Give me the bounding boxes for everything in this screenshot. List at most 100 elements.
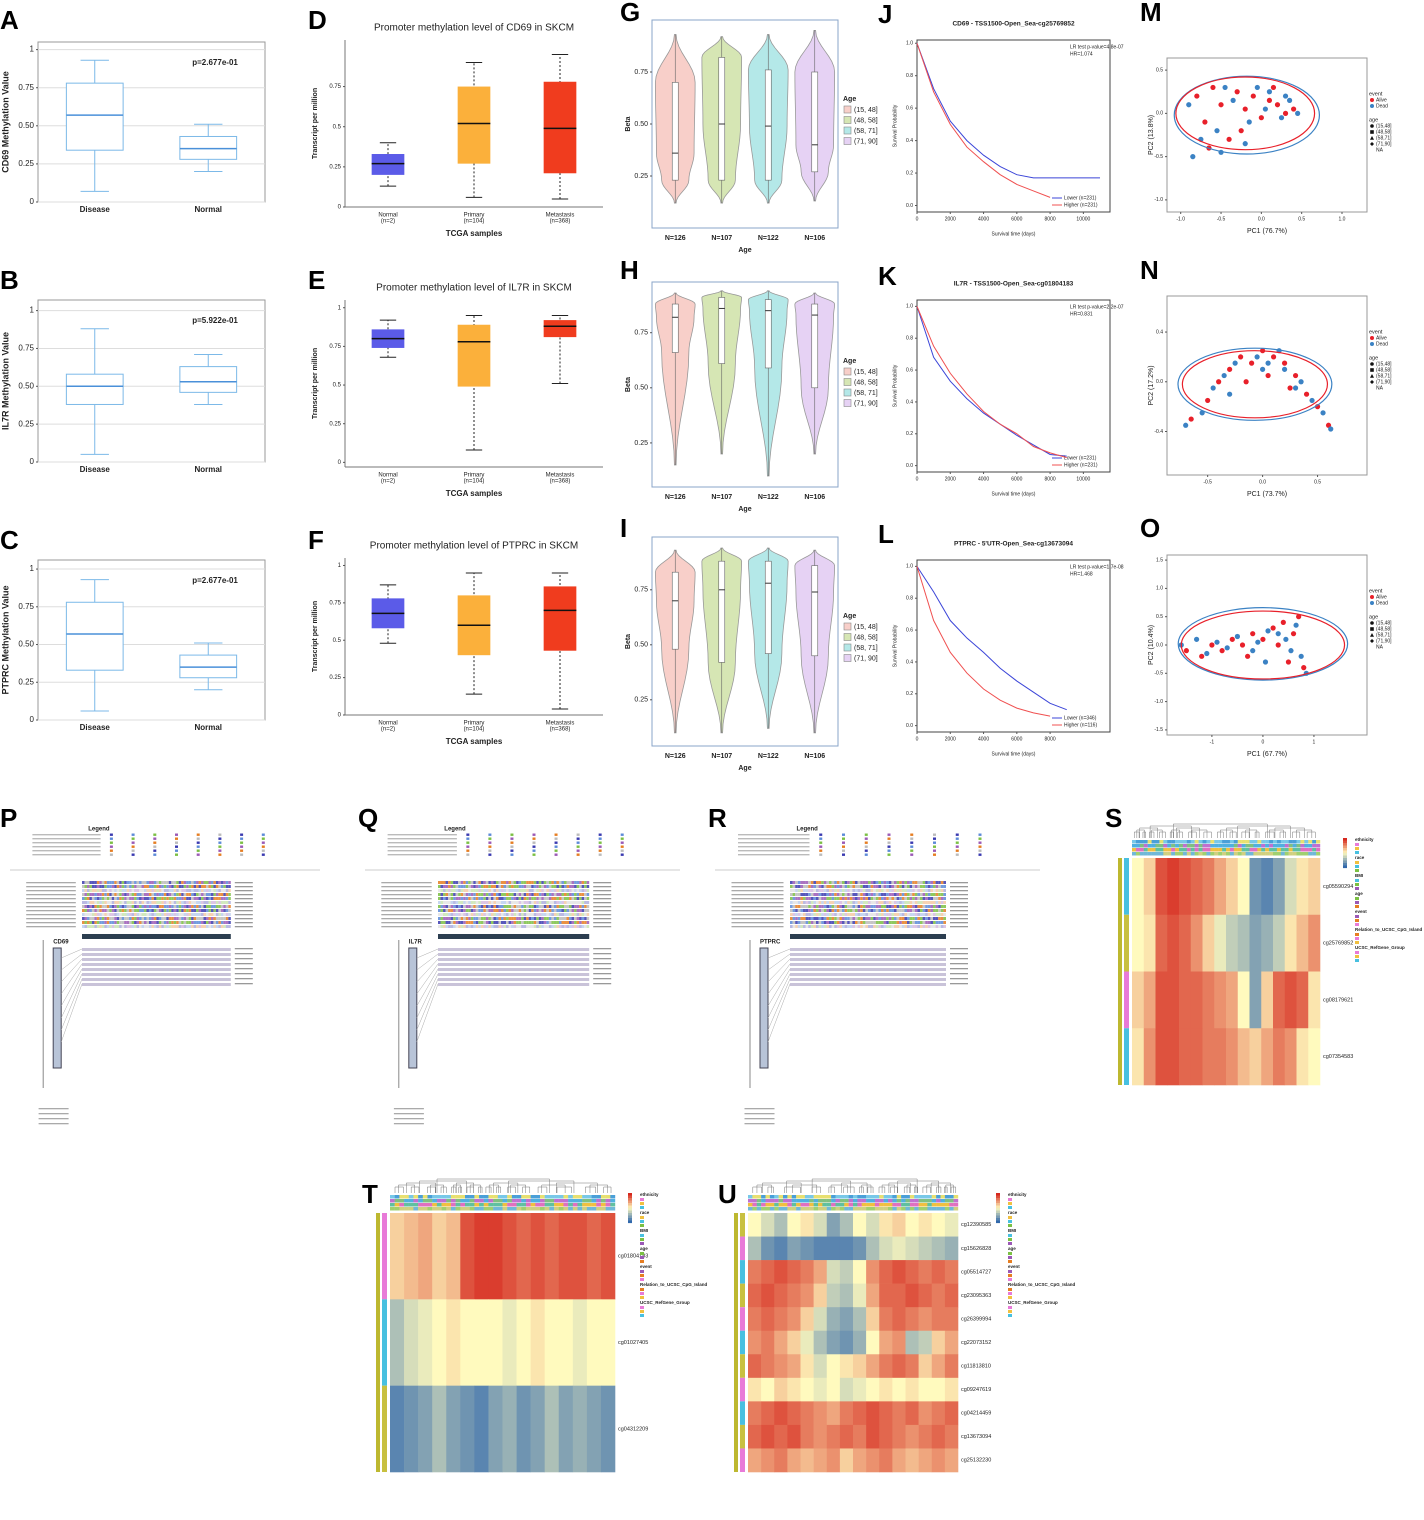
track-label (731, 902, 784, 904)
track-cell (564, 897, 567, 900)
column-annotation (783, 1203, 788, 1207)
column-annotation (450, 1199, 456, 1203)
track-cell (566, 917, 570, 920)
color-scale (996, 1220, 1000, 1224)
heatmap-cell (774, 1260, 788, 1284)
track-cell (131, 889, 135, 892)
track-cell (99, 897, 102, 900)
track-cell (873, 917, 876, 920)
track-cell (521, 925, 524, 928)
column-annotation (563, 1203, 569, 1207)
legend-key (510, 853, 514, 856)
track-cell (163, 889, 167, 892)
track-cell (215, 909, 219, 912)
column-annotation (422, 1195, 428, 1199)
legend-key (819, 841, 823, 844)
track-cell (792, 905, 796, 908)
track-cell (823, 889, 827, 892)
dendrogram (752, 1186, 763, 1193)
track-stat (593, 968, 612, 970)
track-cell (173, 901, 177, 904)
track-cell (834, 913, 837, 916)
track-cell (899, 909, 902, 912)
legend-label: (48,58] (1376, 129, 1392, 135)
track-cell (191, 917, 194, 920)
point (1270, 625, 1276, 631)
track-cell (114, 913, 117, 916)
column-annotation (1159, 840, 1164, 844)
column-annotation (761, 1195, 766, 1199)
track-cell (223, 901, 226, 904)
track-cell (89, 901, 92, 904)
point (1219, 648, 1225, 654)
track-cell (463, 885, 466, 888)
track-cell (511, 901, 514, 904)
track-cell (901, 909, 905, 912)
track-cell (792, 885, 796, 888)
column-annotation (1202, 852, 1207, 856)
heatmap-cell (905, 1307, 919, 1332)
track-cell (579, 889, 582, 892)
legend-swatch (1355, 923, 1359, 926)
track-cell (943, 917, 946, 920)
track-cell (792, 889, 796, 892)
heatmap-cell (813, 1260, 828, 1284)
legend-row (738, 838, 810, 840)
track-cell (857, 909, 861, 912)
track-cell (531, 905, 534, 908)
legend-label: Dead (1376, 103, 1388, 109)
track-cell (453, 909, 456, 912)
color-scale (1343, 865, 1347, 869)
track-cell (171, 885, 174, 888)
track-cell (834, 897, 837, 900)
track-cell (134, 909, 137, 912)
track-cell (917, 881, 920, 884)
heatmap-cell (826, 1377, 841, 1402)
track-cell (569, 897, 572, 900)
track-cell (166, 917, 169, 920)
track-cell (920, 905, 923, 908)
track-cell (865, 881, 868, 884)
track-cell (131, 897, 135, 900)
track-cell (561, 893, 564, 896)
track-cell (144, 893, 147, 896)
column-annotation (883, 1199, 889, 1203)
track-cell (907, 917, 910, 920)
track-stat (950, 890, 968, 892)
track-stat (593, 902, 612, 904)
y-tick-label: 0.4 (906, 138, 913, 144)
column-annotation (1284, 844, 1289, 848)
legend-key (554, 833, 558, 836)
track-cell (546, 881, 549, 884)
track-cell (816, 897, 819, 900)
track-cell (826, 913, 829, 916)
track-cell (805, 925, 809, 928)
track-cell (168, 913, 172, 916)
legend-key (532, 853, 536, 856)
legend-swatch (1370, 98, 1374, 102)
x-tick-label: -0.5 (1203, 479, 1212, 485)
track-cell (96, 921, 100, 924)
legend-key (131, 833, 135, 836)
track-cell (909, 905, 913, 908)
heatmap-cell (839, 1330, 854, 1355)
track-cell (480, 925, 484, 928)
gene-legend (38, 1113, 69, 1115)
track-cell (124, 925, 127, 928)
track-cell (556, 917, 559, 920)
track-label (381, 886, 432, 888)
track-cell (131, 885, 135, 888)
track-cell (503, 917, 507, 920)
track-cell (857, 913, 861, 916)
column-annotation (844, 1195, 849, 1199)
track-cell (186, 901, 189, 904)
track-cell (158, 897, 162, 900)
legend-key (466, 833, 470, 836)
track-cell (218, 897, 221, 900)
track-label (26, 906, 76, 908)
track-cell (836, 881, 840, 884)
legend-key (532, 841, 536, 844)
legend-key (131, 845, 135, 848)
x-tick-label: 10000 (1076, 216, 1090, 222)
track-cell (521, 901, 524, 904)
